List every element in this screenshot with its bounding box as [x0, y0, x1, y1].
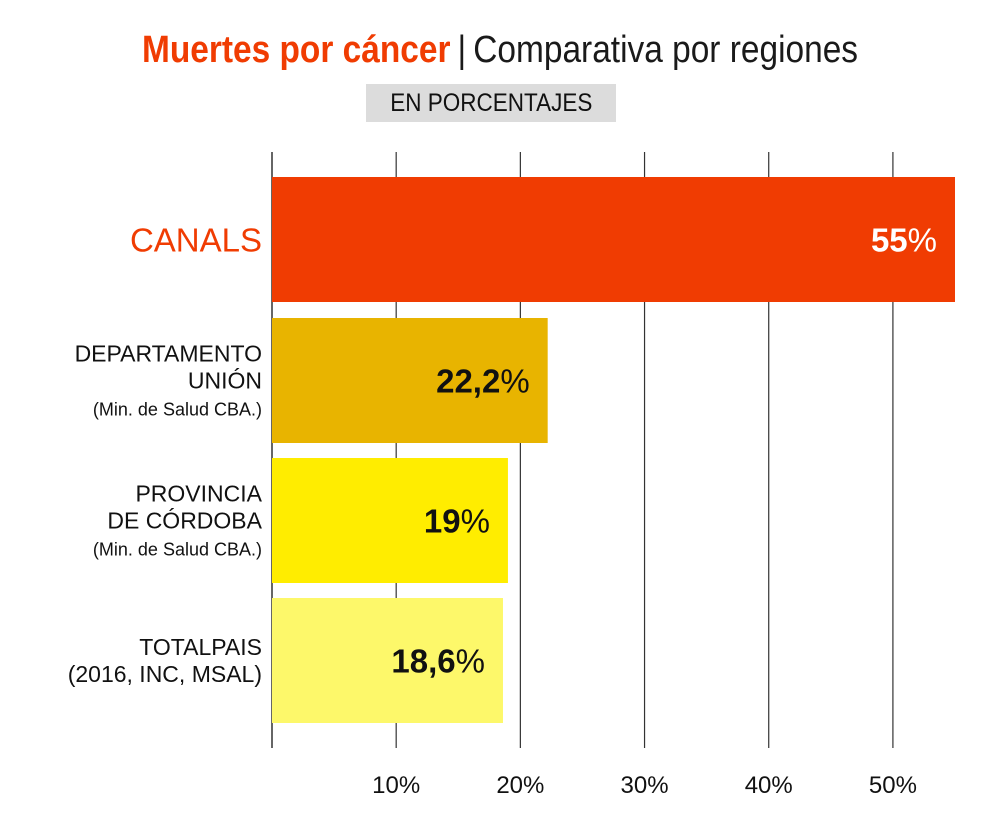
chart-title-separator: |	[457, 29, 467, 71]
subtitle-badge-label: EN PORCENTAJES	[389, 89, 593, 117]
x-tick-label: 40%	[745, 772, 793, 799]
category-label: (2016, INC, MSAL)	[68, 661, 262, 687]
x-tick-label: 20%	[496, 772, 544, 799]
bar-3	[272, 458, 508, 583]
category-note: (Min. de Salud CBA.)	[93, 400, 262, 420]
bar-value-label: 55%	[871, 222, 937, 259]
subtitle-badge: EN PORCENTAJES	[366, 84, 616, 122]
bar-value-label: 19%	[424, 503, 490, 540]
x-tick-label: 50%	[869, 772, 917, 799]
bar-4	[272, 598, 503, 723]
bar-2	[272, 318, 548, 443]
category-note: (Min. de Salud CBA.)	[93, 540, 262, 560]
chart-title: Muertes por cáncer | Comparativa por regio…	[60, 28, 940, 72]
x-tick-label: 30%	[621, 772, 669, 799]
category-label: TOTALPAIS	[139, 634, 262, 660]
category-label: DE CÓRDOBA	[107, 508, 262, 534]
chart-title-rest: Comparativa por regiones	[473, 29, 859, 71]
category-label: UNIÓN	[188, 368, 262, 394]
category-label: PROVINCIA	[135, 481, 262, 507]
bar-value-label: 18,6%	[391, 643, 485, 680]
bar-value-label: 22,2%	[436, 363, 530, 400]
category-label: DEPARTAMENTO	[75, 341, 262, 367]
chart-title-accent: Muertes por cáncer	[141, 29, 451, 71]
x-tick-label: 10%	[372, 772, 420, 799]
category-label: CANALS	[130, 222, 262, 259]
bar-1	[272, 177, 955, 302]
